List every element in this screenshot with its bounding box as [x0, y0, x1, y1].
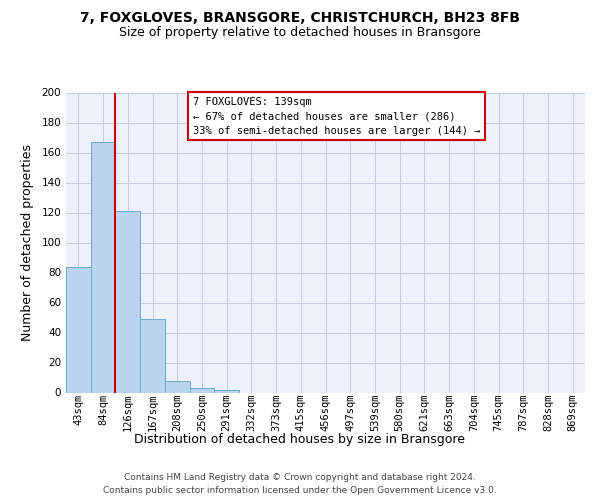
Bar [214, 390, 239, 392]
Text: Contains HM Land Registry data © Crown copyright and database right 2024.: Contains HM Land Registry data © Crown c… [124, 472, 476, 482]
Text: Distribution of detached houses by size in Bransgore: Distribution of detached houses by size … [134, 432, 466, 446]
Text: 7, FOXGLOVES, BRANSGORE, CHRISTCHURCH, BH23 8FB: 7, FOXGLOVES, BRANSGORE, CHRISTCHURCH, B… [80, 11, 520, 25]
Bar [115, 211, 140, 392]
Bar [190, 388, 214, 392]
Bar [165, 380, 190, 392]
Y-axis label: Number of detached properties: Number of detached properties [22, 144, 34, 341]
Bar [140, 319, 165, 392]
Text: Size of property relative to detached houses in Bransgore: Size of property relative to detached ho… [119, 26, 481, 39]
Text: Contains public sector information licensed under the Open Government Licence v3: Contains public sector information licen… [103, 486, 497, 495]
Text: 7 FOXGLOVES: 139sqm
← 67% of detached houses are smaller (286)
33% of semi-detac: 7 FOXGLOVES: 139sqm ← 67% of detached ho… [193, 97, 481, 136]
Bar [66, 266, 91, 392]
Bar [91, 142, 115, 393]
